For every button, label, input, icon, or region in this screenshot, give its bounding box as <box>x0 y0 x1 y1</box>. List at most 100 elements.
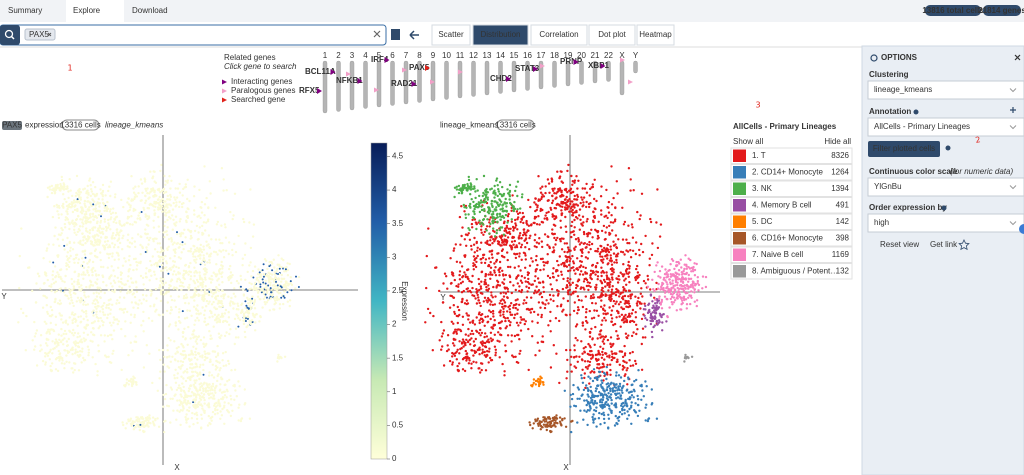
cell-dot <box>466 268 469 272</box>
cell-dot <box>227 311 230 314</box>
cell-dot <box>463 210 466 213</box>
cell-dot <box>216 412 219 415</box>
cell-dot <box>192 244 195 248</box>
cell-dot <box>610 313 613 317</box>
cell-dot <box>507 212 510 216</box>
cell-dot <box>460 341 464 344</box>
cell-dot <box>181 310 184 313</box>
cell-dot <box>221 281 224 284</box>
cell-dot <box>473 236 476 240</box>
cell-dot <box>101 324 105 327</box>
cell-dot <box>176 187 180 190</box>
cell-dot <box>196 304 199 307</box>
cell-dot <box>530 307 534 311</box>
cell-dot <box>152 226 156 229</box>
cell-dot <box>160 269 163 273</box>
cell-dot <box>70 296 73 299</box>
cell-dot <box>215 286 218 289</box>
cell-dot <box>118 221 121 225</box>
back-icon[interactable] <box>409 30 419 40</box>
cell-dot <box>63 198 66 201</box>
cell-dot <box>86 200 89 203</box>
cell-dot <box>66 251 70 254</box>
cell-dot <box>504 305 507 308</box>
cell-dot <box>172 409 175 412</box>
cell-dot <box>277 273 279 275</box>
cell-dot <box>604 352 607 355</box>
cell-dot <box>127 289 130 292</box>
top-bar <box>0 0 1024 22</box>
cell-dot <box>241 257 244 260</box>
cell-dot <box>213 404 216 407</box>
cell-dot <box>212 394 215 398</box>
cell-dot <box>602 278 606 282</box>
cell-dot <box>543 217 546 220</box>
cell-dot <box>88 260 91 263</box>
cell-dot <box>181 241 184 244</box>
cell-dot <box>584 316 588 319</box>
cell-dot <box>184 399 187 402</box>
cell-dot <box>182 247 185 251</box>
cell-dot <box>600 213 603 216</box>
cell-dot <box>494 274 498 277</box>
cell-dot <box>57 216 61 220</box>
cell-dot <box>533 239 536 242</box>
cell-dot <box>151 255 154 258</box>
cell-dot <box>210 374 214 377</box>
cell-dot <box>126 201 129 204</box>
cell-dot <box>186 376 190 380</box>
cell-dot <box>480 280 483 283</box>
cell-dot <box>522 318 526 321</box>
cell-dot <box>120 327 123 331</box>
cell-dot <box>601 287 604 290</box>
search-button[interactable] <box>0 25 20 45</box>
cell-dot <box>184 183 187 186</box>
cell-dot <box>282 277 286 280</box>
cell-dot <box>206 383 209 386</box>
cell-dot <box>98 325 102 328</box>
cell-dot <box>502 274 505 277</box>
upload-icon[interactable] <box>391 29 400 40</box>
cell-dot <box>455 332 458 335</box>
cell-dot <box>87 348 91 351</box>
cell-dot <box>148 216 151 219</box>
cell-dot <box>207 302 210 305</box>
cell-dot <box>168 203 171 206</box>
cell-dot <box>204 278 207 281</box>
search-box[interactable] <box>0 24 387 46</box>
cell-dot <box>156 389 159 392</box>
cell-dot <box>248 264 251 267</box>
cell-dot <box>514 288 517 292</box>
cell-dot <box>137 261 140 264</box>
cell-dot <box>221 304 225 308</box>
cell-dot <box>133 195 137 199</box>
cell-dot <box>116 322 120 326</box>
cell-dot <box>602 363 605 366</box>
cell-dot <box>271 269 274 272</box>
cell-dot <box>223 312 227 315</box>
cell-dot <box>194 255 197 258</box>
cell-dot <box>86 196 89 199</box>
cell-dot <box>280 266 283 269</box>
cell-dot <box>610 273 613 276</box>
cell-dot <box>101 274 104 277</box>
cell-dot <box>600 266 603 269</box>
cell-dot <box>46 186 50 189</box>
cell-dot <box>486 239 489 243</box>
cell-dot <box>202 396 205 399</box>
cell-dot <box>526 290 529 293</box>
cell-dot <box>185 402 188 405</box>
cell-dot <box>608 233 611 236</box>
cell-dot <box>601 370 604 373</box>
cell-dot <box>199 206 202 209</box>
cell-dot <box>186 343 189 346</box>
cell-dot <box>460 291 464 294</box>
clear-icon[interactable] <box>373 30 381 38</box>
cell-dot <box>481 313 484 316</box>
cell-dot <box>276 267 279 271</box>
cell-dot <box>163 210 166 213</box>
cell-dot <box>633 409 636 412</box>
cell-dot <box>85 312 88 315</box>
cell-dot <box>599 195 603 198</box>
cell-dot <box>54 185 57 189</box>
